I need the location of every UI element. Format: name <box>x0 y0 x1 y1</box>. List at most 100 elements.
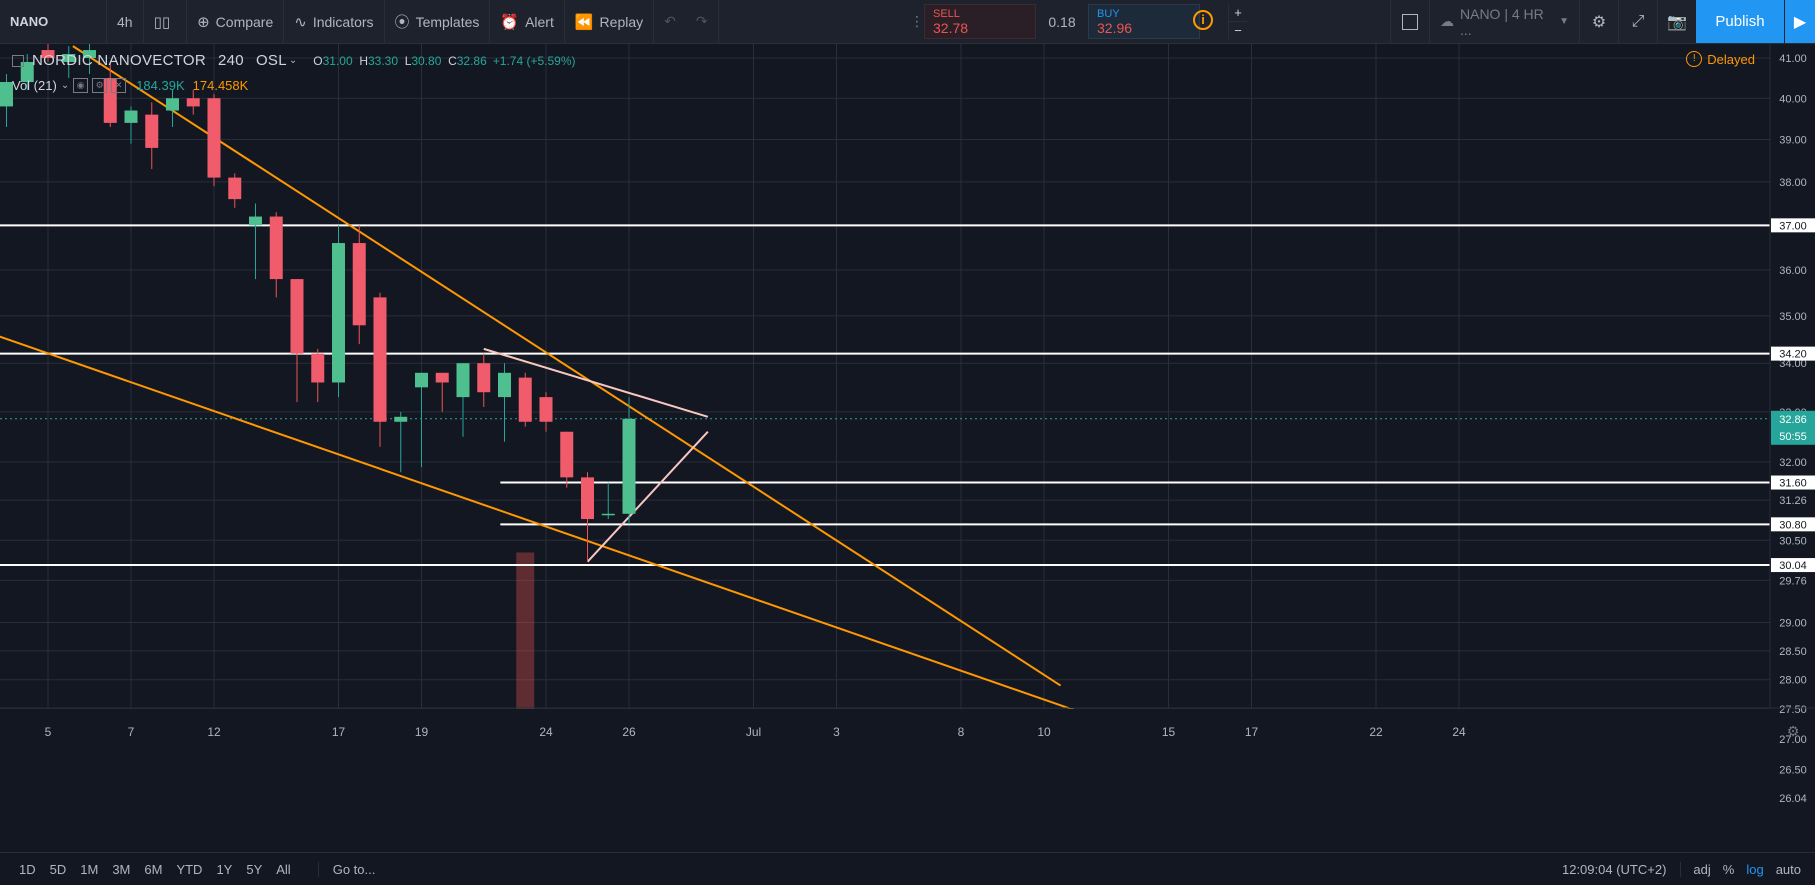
chevron-down-icon[interactable]: ⌄ <box>60 80 70 91</box>
level-badge-label: 37.00 <box>1779 220 1807 232</box>
range-button-1m[interactable]: 1M <box>80 861 99 877</box>
time-tick-label: 17 <box>1245 725 1259 739</box>
bottom-toolbar: 1D 5D 1M 3M 6M YTD 1Y 5Y All Go to... 12:09:04 (… <box>0 852 1815 885</box>
trendlines <box>0 45 1124 728</box>
buy-label: BUY <box>1097 8 1120 20</box>
level-badge <box>1771 475 1815 490</box>
price-axis[interactable]: 41.0040.0039.0038.0036.0035.0034.0033.00… <box>1769 44 1815 805</box>
axis-settings-gear-icon[interactable]: ⚙ <box>1787 724 1800 740</box>
price-tick-label: 41.00 <box>1779 53 1807 65</box>
trendline <box>0 335 1124 728</box>
price-tick-label: 31.26 <box>1779 495 1807 507</box>
clock[interactable]: 12:09:04 (UTC+2) <box>1556 861 1682 877</box>
price-tick-label: 27.50 <box>1779 704 1807 716</box>
volume-value: 184.39K <box>136 78 185 93</box>
auto-toggle[interactable]: auto <box>1775 861 1801 877</box>
high-label: H <box>359 53 368 68</box>
indicators-button[interactable]: ∿ Indicators <box>284 0 385 43</box>
settings-button[interactable]: ⚙ <box>1579 0 1618 43</box>
close-value: 32.86 <box>456 53 487 68</box>
range-button-5d[interactable]: 5D <box>49 861 67 877</box>
increase-button[interactable]: + <box>1234 5 1242 20</box>
last-price-badge <box>1771 410 1815 445</box>
publish-button[interactable]: Publish <box>1696 0 1784 43</box>
time-tick-label: 17 <box>332 725 346 739</box>
level-badge <box>1771 558 1815 573</box>
range-button-1d[interactable]: 1D <box>19 861 36 877</box>
time-tick-label: 19 <box>415 725 429 739</box>
redo-button[interactable]: ↷ <box>686 0 719 43</box>
close-icon[interactable]: ✕ <box>111 78 127 93</box>
candle-body <box>145 114 159 148</box>
range-button-1y[interactable]: 1Y <box>216 861 233 877</box>
buy-button[interactable]: BUY 32.96 <box>1088 4 1200 39</box>
change-value: +1.74 (+5.59%) <box>492 53 576 68</box>
delayed-label: Delayed <box>1707 51 1755 67</box>
bottom-right-controls: 12:09:04 (UTC+2) adj % log auto <box>1556 853 1815 885</box>
open-value: 31.00 <box>322 53 353 68</box>
delayed-badge[interactable]: ! Delayed <box>1686 51 1755 67</box>
candle-body <box>601 513 615 516</box>
trendline <box>72 45 1062 687</box>
percent-toggle[interactable]: % <box>1722 861 1735 877</box>
horizontal-levels <box>0 224 1770 567</box>
templates-label: Templates <box>415 13 480 30</box>
trendline <box>586 431 709 563</box>
replay-button[interactable]: ⏪ Replay <box>565 0 655 43</box>
sell-button[interactable]: SELL 32.78 <box>924 4 1036 39</box>
price-tick-label: 29.00 <box>1779 617 1807 629</box>
chart-type-button[interactable]: ▯▯ <box>144 0 188 43</box>
adj-toggle[interactable]: adj <box>1693 861 1711 877</box>
time-tick-label: 3 <box>833 725 840 739</box>
volume-name[interactable]: Vol (21) <box>12 78 57 93</box>
range-button-6m[interactable]: 6M <box>144 861 163 877</box>
high-value: 33.30 <box>367 53 399 68</box>
goto-button[interactable]: Go to... <box>317 861 375 877</box>
candle-body <box>228 177 242 200</box>
undo-icon: ↶ <box>664 13 676 29</box>
log-toggle[interactable]: log <box>1746 861 1764 877</box>
snapshot-button[interactable]: 📷 <box>1657 0 1696 43</box>
range-button-5y[interactable]: 5Y <box>246 861 263 877</box>
range-button-all[interactable]: All <box>276 861 291 877</box>
range-button-3m[interactable]: 3M <box>112 861 131 877</box>
eye-icon[interactable]: ◉ <box>73 78 89 93</box>
fullscreen-square-button[interactable] <box>1390 0 1429 43</box>
time-axis[interactable]: 5 7 12 17 19 24 26 Jul 3 8 10 15 17 22 24 ⚙ <box>0 707 1815 836</box>
templates-button[interactable]: ⦿ Templates <box>385 0 491 43</box>
candle-body <box>41 50 55 58</box>
redo-icon: ↷ <box>695 13 708 29</box>
legend-menu-icon[interactable]: ⌄ <box>288 55 298 66</box>
fullscreen-button[interactable]: ⤢ <box>1618 0 1657 43</box>
alarm-clock-icon: ⏰ <box>500 13 520 31</box>
layout-name: NANO | 4 HR ... <box>1460 5 1544 38</box>
time-tick-label: 5 <box>45 725 52 739</box>
price-tick-label: 36.00 <box>1779 265 1807 277</box>
candle-body <box>186 98 200 107</box>
symbol-search[interactable]: NANO <box>0 0 107 43</box>
square-icon <box>1402 13 1418 30</box>
alert-button[interactable]: ⏰ Alert <box>490 0 565 43</box>
level-badge <box>1771 517 1815 532</box>
decrease-button[interactable]: − <box>1229 21 1247 39</box>
drag-handle-icon[interactable]: ⋮ <box>910 13 924 29</box>
symbol-name[interactable]: NORDIC NANOVECTOR <box>32 52 207 69</box>
candle-body <box>539 397 553 422</box>
layout-selector[interactable]: ☁ NANO | 4 HR ... ▼ <box>1429 0 1579 43</box>
collapse-icon[interactable] <box>12 54 24 67</box>
candle-body <box>394 416 408 422</box>
range-button-ytd[interactable]: YTD <box>176 861 203 877</box>
price-tick-label: 40.00 <box>1779 93 1807 105</box>
interval-button[interactable]: 4h <box>107 0 144 43</box>
price-tick-label: 28.50 <box>1779 646 1807 658</box>
side-panel-button[interactable]: ▶ <box>1784 0 1815 43</box>
price-chart[interactable]: 41.0040.0039.0038.0036.0035.0034.0033.00… <box>0 44 1815 844</box>
cloud-icon: ☁ <box>1440 13 1454 29</box>
price-tick-label: 26.50 <box>1779 764 1807 776</box>
last-price-label: 32.86 <box>1779 414 1807 426</box>
volume-ma-value: 174.458K <box>192 78 249 93</box>
undo-button[interactable]: ↶ <box>654 0 686 43</box>
compare-button[interactable]: ⊕ Compare <box>187 0 285 43</box>
info-icon[interactable]: i <box>1193 10 1213 30</box>
settings-icon[interactable]: ⚙ <box>92 78 108 93</box>
